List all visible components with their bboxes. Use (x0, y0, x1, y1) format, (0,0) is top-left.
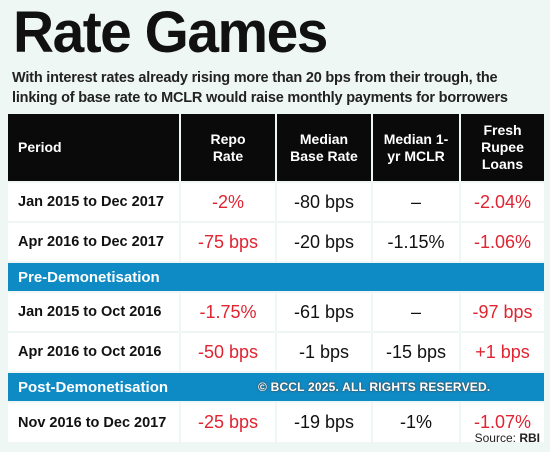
fresh-loans-cell: +1 bps (459, 331, 544, 372)
column-header: Fresh Rupee Loans (459, 114, 544, 182)
period-cell: Jan 2015 to Oct 2016 (8, 291, 180, 332)
source-value: RBI (519, 431, 540, 445)
fresh-loans-cell: -1.07% (459, 401, 544, 442)
base-rate-cell: -80 bps (275, 181, 372, 222)
copyright-watermark: © BCCL 2025. ALL RIGHTS RESERVED. (258, 380, 491, 394)
table-row: Apr 2016 to Dec 2017 -75 bps -20 bps -1.… (8, 221, 544, 262)
column-header: Period (8, 114, 180, 182)
table-row: Jan 2015 to Oct 2016 -1.75% -61 bps – -9… (8, 291, 544, 332)
table-row: Jan 2015 to Dec 2017 -2% -80 bps – -2.04… (8, 181, 544, 222)
column-header: Repo Rate (179, 114, 276, 182)
base-rate-cell: -19 bps (275, 401, 372, 442)
mclr-cell: – (371, 291, 460, 332)
mclr-cell: -15 bps (371, 331, 460, 372)
mclr-cell: -1.15% (371, 221, 460, 262)
column-header: Median 1-yr MCLR (371, 114, 460, 182)
base-rate-cell: -20 bps (275, 221, 372, 262)
fresh-loans-cell: -1.06% (459, 221, 544, 262)
section-label: Pre-Demonetisation (8, 261, 544, 292)
repo-rate-cell: -75 bps (179, 221, 276, 262)
source-note: Source: RBI (475, 431, 540, 445)
source-label: Source: (474, 431, 516, 445)
period-cell: Apr 2016 to Dec 2017 (8, 221, 180, 262)
period-cell: Jan 2015 to Dec 2017 (8, 181, 180, 222)
repo-rate-cell: -1.75% (179, 291, 276, 332)
repo-rate-cell: -25 bps (179, 401, 276, 442)
chart-title: Rate Games (13, 0, 328, 65)
repo-rate-cell: -50 bps (179, 331, 276, 372)
mclr-cell: -1% (371, 401, 460, 442)
period-cell: Nov 2016 to Dec 2017 (8, 401, 180, 442)
section-label: Post-Demonetisation (8, 371, 544, 402)
section-row: Post-Demonetisation (8, 371, 544, 402)
fresh-loans-cell: -2.04% (459, 181, 544, 222)
column-header: Median Base Rate (275, 114, 372, 182)
mclr-cell: – (371, 181, 460, 222)
base-rate-cell: -61 bps (275, 291, 372, 332)
chart-subtitle: With interest rates already rising more … (12, 70, 508, 106)
base-rate-cell: -1 bps (275, 331, 372, 372)
section-row: Pre-Demonetisation (8, 261, 544, 292)
fresh-loans-cell: -97 bps (459, 291, 544, 332)
period-cell: Apr 2016 to Oct 2016 (8, 331, 180, 372)
table-row: Apr 2016 to Oct 2016 -50 bps -1 bps -15 … (8, 331, 544, 372)
header-row: Period Repo Rate Median Base Rate Median… (8, 114, 544, 182)
rate-table: Period Repo Rate Median Base Rate Median… (8, 114, 544, 442)
repo-rate-cell: -2% (179, 181, 276, 222)
table-row: Nov 2016 to Dec 2017 -25 bps -19 bps -1%… (8, 401, 544, 442)
